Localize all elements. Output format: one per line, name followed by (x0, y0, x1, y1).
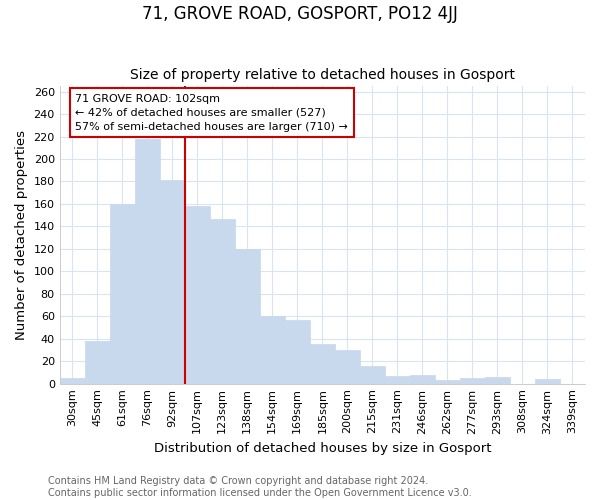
Bar (160, 180, 185, 384)
Title: Size of property relative to detached houses in Gosport: Size of property relative to detached ho… (130, 68, 515, 82)
Bar (135, 139, 160, 384)
Bar (185, 206, 210, 384)
Bar (260, 316, 285, 384)
Text: 71 GROVE ROAD: 102sqm
← 42% of detached houses are smaller (527)
57% of semi-det: 71 GROVE ROAD: 102sqm ← 42% of detached … (75, 94, 348, 132)
Bar (535, 379, 560, 384)
Text: 71, GROVE ROAD, GOSPORT, PO12 4JJ: 71, GROVE ROAD, GOSPORT, PO12 4JJ (142, 5, 458, 23)
Text: Contains HM Land Registry data © Crown copyright and database right 2024.
Contai: Contains HM Land Registry data © Crown c… (48, 476, 472, 498)
Bar (310, 344, 335, 384)
Bar (210, 218, 235, 384)
Bar (385, 376, 410, 384)
Bar (85, 341, 110, 384)
Bar (235, 249, 260, 384)
Bar (360, 366, 385, 384)
Y-axis label: Number of detached properties: Number of detached properties (15, 130, 28, 340)
Bar (485, 377, 510, 384)
Bar (335, 350, 360, 384)
Bar (285, 320, 310, 384)
Bar (110, 204, 135, 384)
Bar (410, 374, 435, 384)
Bar (59, 378, 85, 384)
Bar (460, 378, 485, 384)
Bar (435, 380, 460, 384)
X-axis label: Distribution of detached houses by size in Gosport: Distribution of detached houses by size … (154, 442, 491, 455)
